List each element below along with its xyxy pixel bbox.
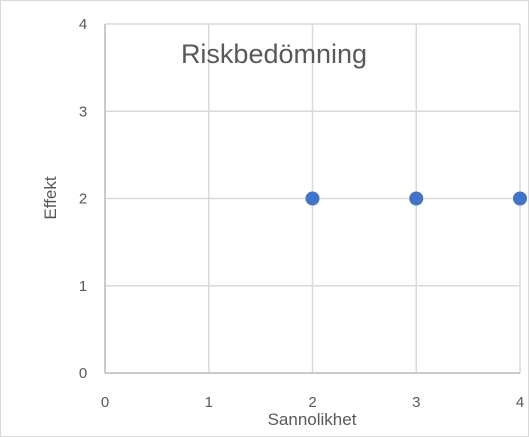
data-point <box>305 191 320 206</box>
x-tick-label: 3 <box>412 394 420 411</box>
y-tick-label: 1 <box>79 278 87 295</box>
x-tick-label: 2 <box>308 394 316 411</box>
chart-title: Riskbedömning <box>181 39 367 69</box>
x-axis-title: Sannolikhet <box>268 410 357 429</box>
tick-labels: 0 1 2 3 4 0 1 2 3 4 <box>79 16 524 411</box>
data-point <box>513 191 527 206</box>
x-tick-label: 0 <box>101 394 109 411</box>
y-axis-title: Effekt <box>41 176 60 219</box>
y-tick-label: 0 <box>79 365 87 382</box>
y-tick-label: 4 <box>79 16 87 33</box>
data-points <box>305 191 527 206</box>
data-point <box>409 191 424 206</box>
y-tick-label: 3 <box>79 103 87 120</box>
x-tick-label: 1 <box>205 394 213 411</box>
y-tick-label: 2 <box>79 191 87 208</box>
x-tick-label: 4 <box>516 394 524 411</box>
axes <box>104 24 520 374</box>
